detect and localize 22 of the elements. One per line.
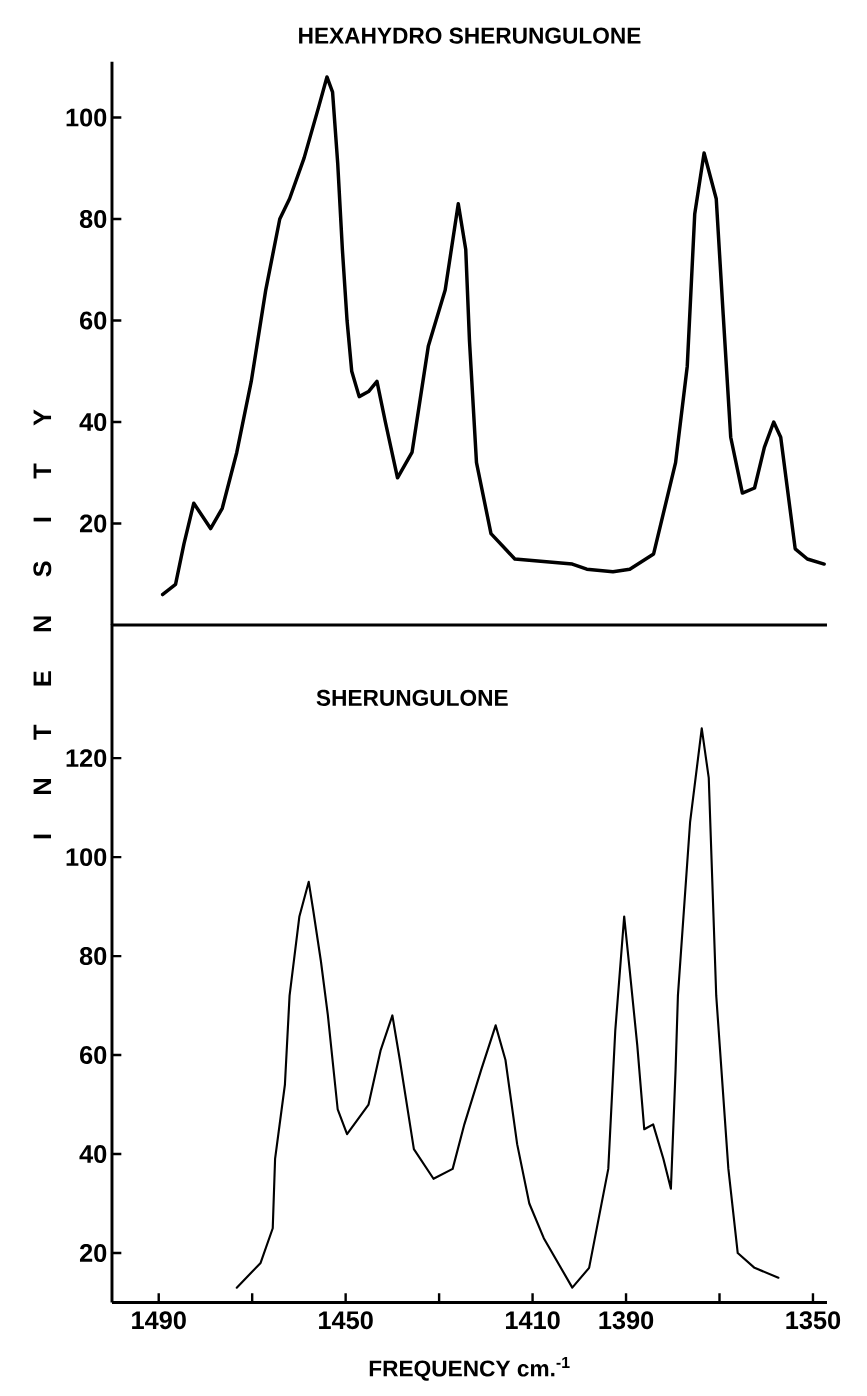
y-tick-label: 120 <box>66 749 107 768</box>
x-tick-label: 1350 <box>786 1311 841 1330</box>
y-axis-title: I N T E N S I T Y <box>33 409 52 839</box>
line-series <box>235 727 780 1289</box>
y-tick-label: 20 <box>79 514 107 533</box>
x-tick-label: 1410 <box>505 1311 560 1330</box>
y-tick-label: 40 <box>79 413 107 431</box>
x-tick-label: 1450 <box>319 1311 373 1330</box>
x-tick-label: 1390 <box>599 1311 654 1330</box>
y-tick-label: 100 <box>66 108 107 127</box>
y-tick-label: 80 <box>79 947 107 966</box>
chart-title: HEXAHYDRO SHERUNGULONE <box>299 27 641 44</box>
y-tick-label: 80 <box>79 210 107 228</box>
text: SHERUNGULONE <box>316 689 508 706</box>
y-tick-label: 60 <box>80 311 107 330</box>
x-tick-label: 1490 <box>132 1311 186 1330</box>
y-tick-label: 20 <box>79 1244 107 1262</box>
y-tick-label: 100 <box>66 848 107 867</box>
line-series <box>160 75 826 597</box>
x-axis-title: FREQUENCY cm.$^{-1}$ <box>369 1357 570 1381</box>
y-tick-label: 60 <box>80 1046 107 1065</box>
y-tick-label: 40 <box>79 1145 107 1163</box>
